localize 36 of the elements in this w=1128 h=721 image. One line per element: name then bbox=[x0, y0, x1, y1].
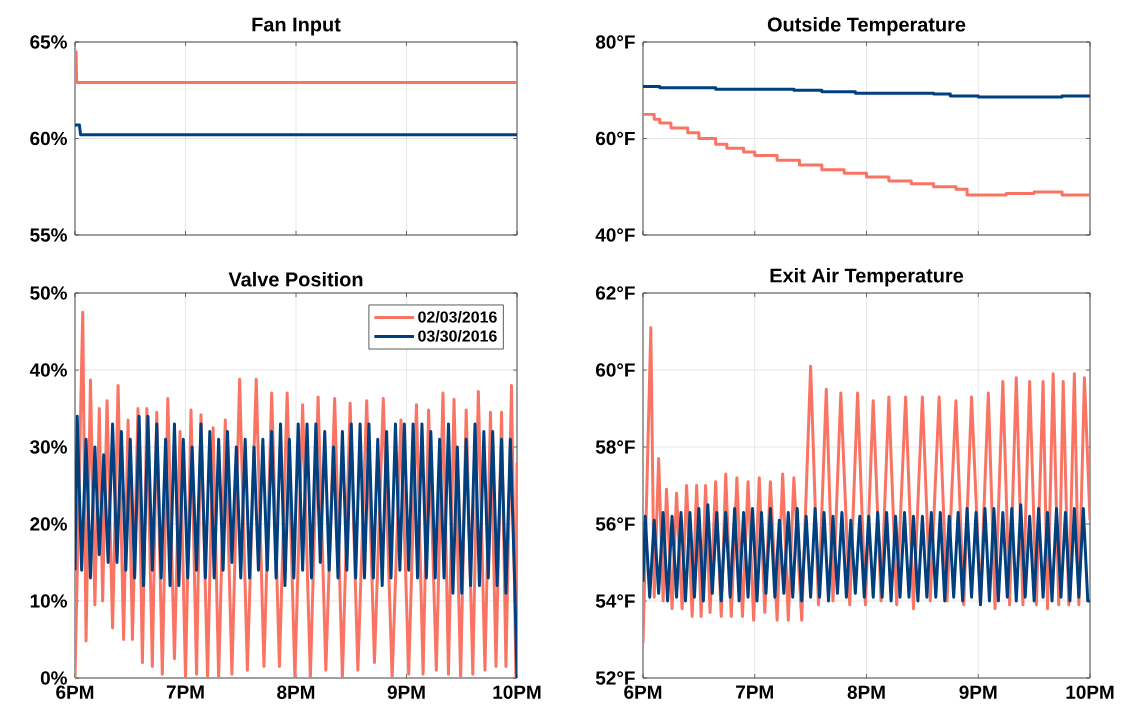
y-tick-label: 60°F bbox=[595, 131, 635, 146]
y-tick-label: 60% bbox=[30, 131, 67, 146]
chart-title: Exit Air Temperature bbox=[770, 267, 964, 287]
legend-label: 03/30/2016 bbox=[418, 329, 497, 342]
y-tick-label: 30% bbox=[30, 440, 67, 454]
legend-label: 02/03/2016 bbox=[418, 310, 497, 323]
y-tick-label: 40°F bbox=[595, 228, 635, 242]
y-tick-label: 80°F bbox=[595, 35, 635, 49]
y-tick-label: 62°F bbox=[595, 286, 635, 300]
y-tick-label: 60°F bbox=[595, 363, 635, 377]
x-tick-label: 8PM bbox=[847, 685, 885, 699]
x-tick-label: 10PM bbox=[1066, 685, 1114, 699]
x-tick-label: 7PM bbox=[736, 685, 773, 699]
x-tick-label: 9PM bbox=[959, 685, 997, 699]
y-tick-label: 0% bbox=[40, 671, 67, 685]
line-series bbox=[75, 414, 517, 679]
chart-title: Fan Input bbox=[252, 17, 341, 36]
y-tick-label: 55% bbox=[30, 228, 67, 242]
line-series bbox=[643, 503, 1091, 607]
y-tick-label: 52°F bbox=[595, 671, 635, 685]
chart-title: Outside Temperature bbox=[767, 16, 966, 36]
y-tick-label: 58°F bbox=[595, 440, 635, 454]
y-tick-label: 10% bbox=[30, 594, 67, 608]
y-tick-label: 65% bbox=[30, 35, 67, 49]
y-tick-label: 50% bbox=[30, 286, 67, 300]
x-tick-label: 6PM bbox=[56, 685, 94, 699]
y-tick-label: 56°F bbox=[595, 517, 635, 531]
x-tick-label: 7PM bbox=[166, 685, 204, 699]
x-tick-label: 9PM bbox=[387, 685, 425, 699]
x-tick-label: 8PM bbox=[277, 685, 315, 699]
x-tick-label: 6PM bbox=[624, 685, 662, 699]
y-tick-label: 20% bbox=[30, 517, 67, 531]
x-tick-label: 10PM bbox=[493, 685, 541, 699]
y-tick-label: 54°F bbox=[595, 594, 635, 608]
y-tick-label: 40% bbox=[29, 363, 67, 377]
chart-title: Valve Position bbox=[228, 271, 363, 287]
